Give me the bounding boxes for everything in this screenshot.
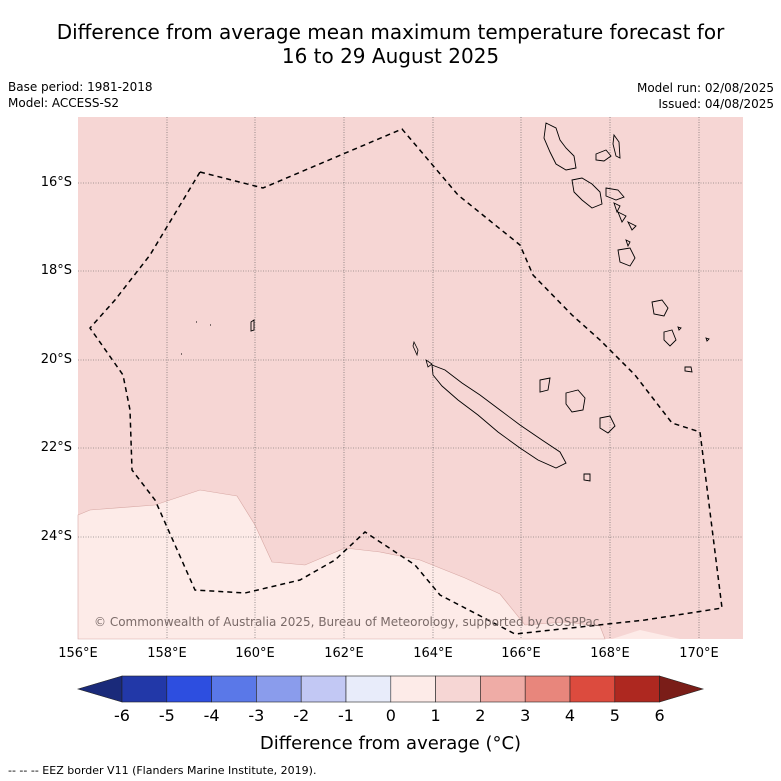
colorbar-swatch-neg6-neg5: [121, 675, 168, 703]
lon-tick-160e: 160°E: [235, 646, 275, 661]
isle-of-pines: [583, 473, 591, 482]
copyright-text: © Commonwealth of Australia 2025, Bureau…: [94, 615, 599, 629]
colorbar-swatch-neg5-neg4: [166, 675, 212, 703]
colorbar: [76, 675, 705, 703]
eez-legend-footer: -- -- -- EEZ border V11 (Flanders Marine…: [8, 764, 317, 777]
lon-tick-164e: 164°E: [413, 646, 453, 661]
model-run-text: Model run: 02/08/2025: [636, 81, 774, 95]
ouvea-island: [539, 377, 551, 393]
lat-tick-16s: 16°S: [40, 175, 72, 190]
lon-tick-156e: 156°E: [58, 646, 98, 661]
colorbar-swatch-4-5: [569, 675, 616, 703]
colorbar-swatch-5-6: [614, 675, 660, 703]
colorbar-tick: 0: [385, 706, 396, 725]
lon-tick-170e: 170°E: [679, 646, 719, 661]
colorbar-swatch-3-4: [524, 675, 571, 703]
map-title-line-1: Difference from average mean maximum tem…: [56, 20, 725, 44]
issued-text: Issued: 04/08/2025: [658, 97, 774, 111]
colorbar-swatch-neg2-neg1: [300, 675, 347, 703]
lon-tick-168e: 168°E: [590, 646, 630, 661]
map-title-line-2: 16 to 29 August 2025: [281, 44, 500, 68]
anomaly-field-light: [77, 489, 606, 640]
colorbar-tick: -2: [293, 706, 310, 725]
small-islet: [425, 359, 433, 368]
belep-islands: [412, 340, 419, 357]
colorbar-swatch-above-6: [659, 675, 705, 703]
base-period-text: Base period: 1981-2018: [8, 80, 153, 94]
colorbar-tick: 1: [430, 706, 441, 725]
colorbar-tick: -3: [248, 706, 265, 725]
colorbar-swatch-below-neg6: [76, 675, 123, 703]
colorbar-tick: -5: [158, 706, 175, 725]
colorbar-swatch-2-3: [480, 675, 526, 703]
eez-border-line: [89, 128, 723, 635]
colorbar-tick: 6: [654, 706, 665, 725]
colorbar-swatch-0-1: [390, 675, 436, 703]
new-caledonia-island: [431, 364, 567, 469]
colorbar-swatch-neg4-neg3: [211, 675, 257, 703]
vanuatu-islands: [543, 122, 637, 267]
anomaly-field-light-east: [612, 630, 680, 639]
mare-island: [599, 415, 616, 434]
colorbar-swatch-neg1-0: [345, 675, 392, 703]
colorbar-tick: -1: [338, 706, 354, 725]
colorbar-tick: -6: [114, 706, 130, 725]
colorbar-tick: 5: [609, 706, 620, 725]
colorbar-tick: 4: [564, 706, 576, 725]
lon-tick-166e: 166°E: [501, 646, 541, 661]
fiji-western-islands: [651, 299, 710, 373]
lat-tick-18s: 18°S: [40, 263, 72, 278]
lon-tick-158e: 158°E: [147, 646, 187, 661]
lon-tick-162e: 162°E: [324, 646, 364, 661]
lifou-island: [565, 389, 586, 413]
colorbar-swatch-neg3-neg2: [256, 675, 302, 703]
colorbar-tick: 3: [520, 706, 531, 725]
colorbar-tick: -4: [203, 706, 220, 725]
colorbar-swatch-1-2: [435, 675, 481, 703]
colorbar-tick: 2: [475, 706, 486, 725]
lat-tick-20s: 20°S: [40, 352, 72, 367]
colorbar-label: Difference from average (°C): [259, 733, 522, 754]
lat-tick-22s: 22°S: [40, 440, 72, 455]
model-text: Model: ACCESS-S2: [8, 96, 120, 110]
graticule: [78, 117, 743, 639]
chesterfield-islands: [181, 319, 255, 355]
lat-tick-24s: 24°S: [40, 529, 72, 544]
